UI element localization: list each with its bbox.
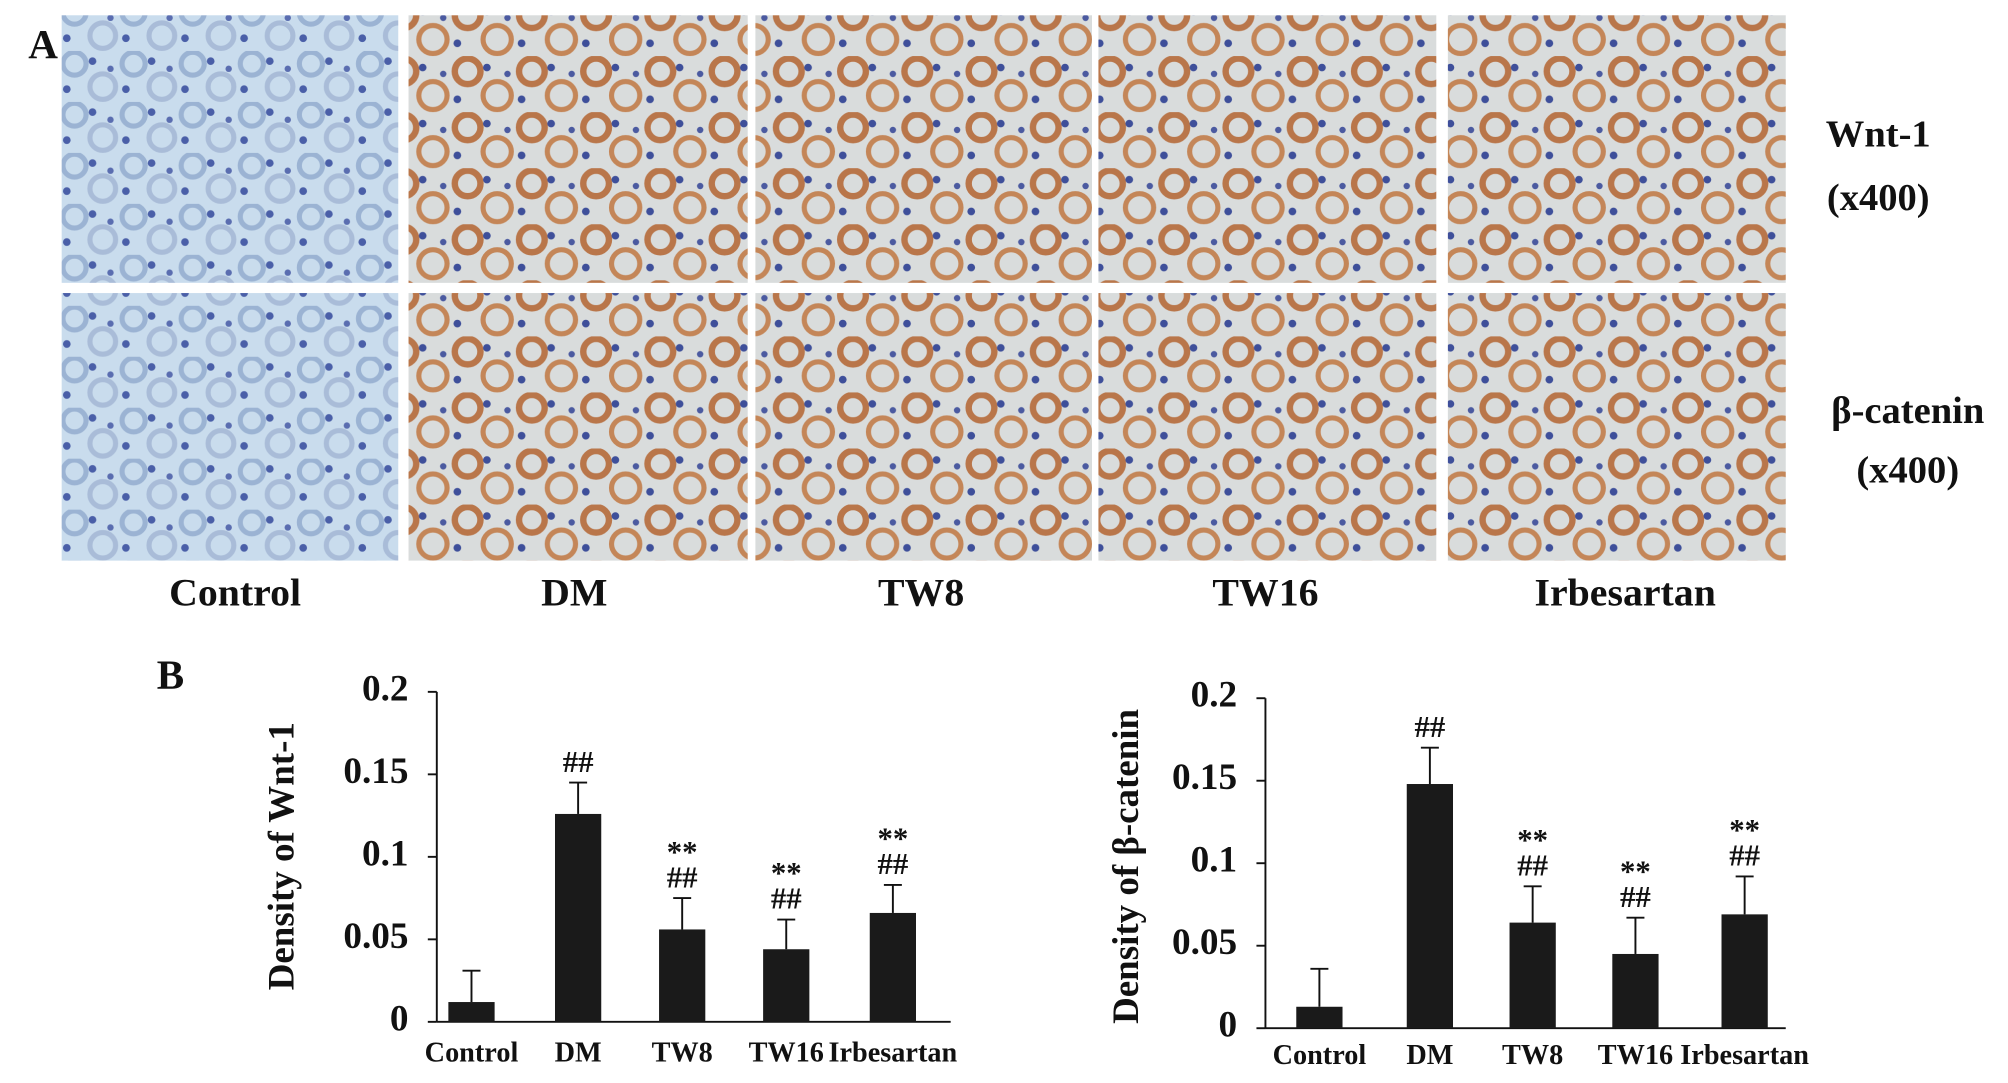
bar [554, 813, 602, 1022]
x-tick-label: Irbesartan [829, 1037, 958, 1068]
bar [448, 1002, 495, 1022]
micrograph [1447, 15, 1786, 283]
column-label: Control [169, 571, 301, 615]
column-label: Irbesartan [1534, 571, 1715, 615]
column-label: DM [541, 571, 607, 615]
bar [659, 929, 706, 1022]
y-tick-label: 0.15 [1172, 757, 1237, 798]
y-tick-label: 0.05 [343, 916, 408, 957]
y-axis-label: Density of Wnt-1 [262, 722, 303, 990]
y-tick-label: 0.1 [362, 833, 409, 874]
panel-label: B [157, 653, 184, 698]
x-tick-label: TW16 [749, 1037, 824, 1068]
y-tick-label: 0 [390, 998, 409, 1039]
bar [1612, 953, 1659, 1029]
significance-mark: ## [877, 847, 908, 881]
micrograph [1447, 293, 1786, 561]
micrograph [61, 15, 399, 283]
micrograph [1098, 293, 1437, 561]
x-tick-label: TW16 [1598, 1040, 1673, 1071]
column-label: TW16 [1212, 571, 1318, 615]
y-tick-label: 0.15 [343, 751, 408, 792]
x-tick-label: TW8 [1502, 1040, 1563, 1071]
micrograph [408, 293, 748, 561]
micrograph [755, 293, 1093, 561]
bar [869, 912, 916, 1022]
significance-mark: ## [563, 745, 594, 779]
panel-label: A [28, 22, 58, 67]
row-label: β-catenin [1831, 390, 1984, 432]
significance-mark: ## [667, 860, 698, 894]
x-tick-label: Control [425, 1037, 519, 1068]
y-tick-label: 0.1 [1191, 840, 1238, 881]
micrograph [1098, 15, 1437, 283]
significance-mark: ## [1414, 710, 1445, 744]
significance-mark: ** [1620, 854, 1651, 888]
x-tick-label: Control [1273, 1040, 1367, 1071]
y-tick-label: 0.05 [1172, 922, 1237, 963]
x-tick-label: DM [1406, 1040, 1453, 1071]
row-label: Wnt-1 [1826, 114, 1931, 156]
y-tick-label: 0.2 [362, 668, 409, 709]
significance-mark: ** [1729, 813, 1760, 847]
significance-mark: ## [1517, 849, 1548, 883]
micrograph [61, 293, 399, 561]
significance-mark: ## [1729, 839, 1760, 873]
micrograph [408, 15, 748, 283]
significance-mark: ** [667, 835, 698, 869]
x-tick-label: TW8 [652, 1037, 713, 1068]
row-magnification: (x400) [1827, 177, 1930, 219]
y-tick-label: 0 [1219, 1005, 1238, 1046]
row-magnification: (x400) [1856, 450, 1959, 492]
y-tick-label: 0.2 [1191, 675, 1238, 716]
significance-mark: ** [771, 856, 802, 890]
bar [1296, 1006, 1343, 1029]
significance-mark: ** [1517, 823, 1548, 857]
significance-mark: ## [1620, 880, 1651, 914]
y-axis-label: Density of β-catenin [1106, 709, 1147, 1024]
significance-mark: ## [771, 882, 802, 916]
significance-mark: ** [877, 822, 908, 856]
micrograph [755, 15, 1093, 283]
column-label: TW8 [878, 571, 964, 615]
bar [763, 949, 810, 1022]
bar [1406, 784, 1454, 1029]
bar [1721, 914, 1768, 1029]
x-tick-label: Irbesartan [1680, 1040, 1809, 1071]
bar [1509, 922, 1556, 1029]
x-tick-label: DM [555, 1037, 602, 1068]
